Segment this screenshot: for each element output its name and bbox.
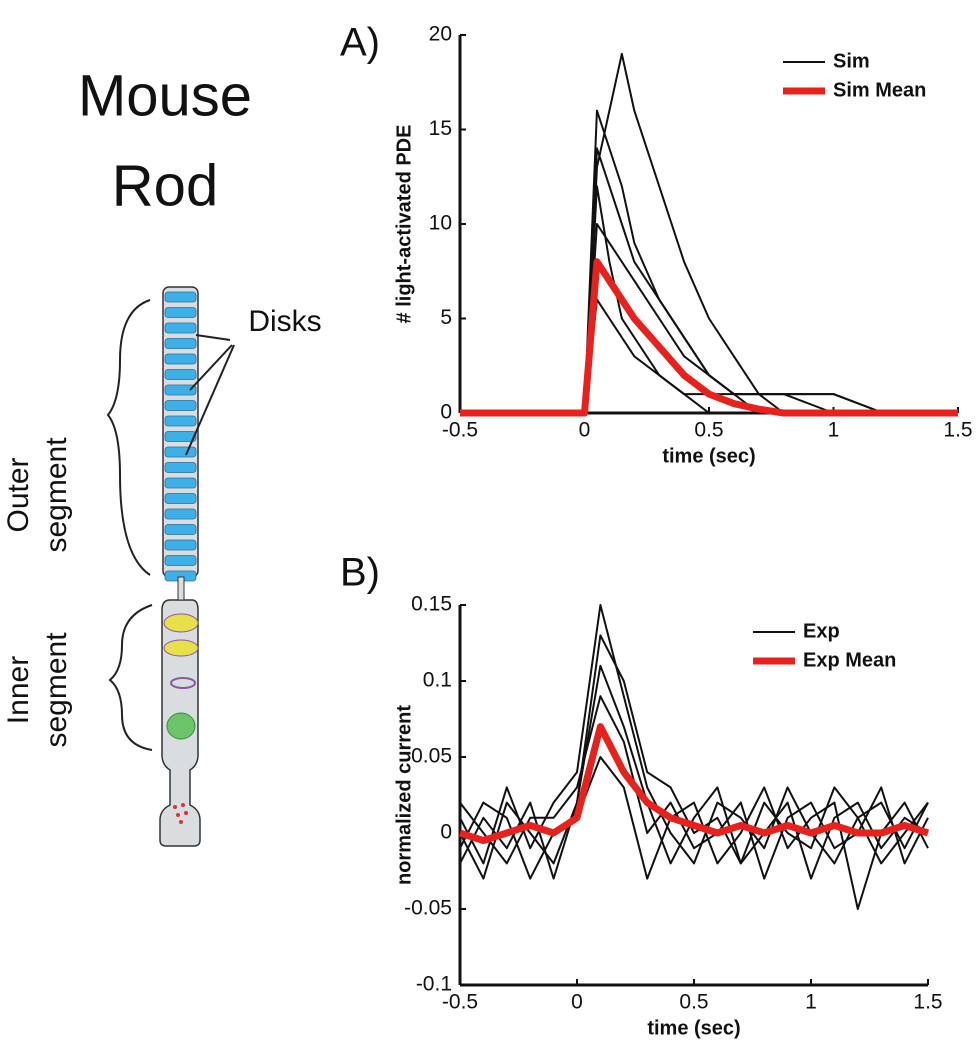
trace-line	[459, 634, 929, 880]
trace-line	[460, 52, 958, 414]
trace-line	[460, 185, 958, 414]
x-axis-label: time (sec)	[647, 1017, 740, 1039]
disk	[164, 477, 197, 489]
y-tick-label: -0.1	[416, 973, 452, 996]
x-tick-label: 1	[805, 991, 817, 1014]
y-tick-label: 20	[429, 23, 452, 46]
outer-bracket	[106, 299, 151, 576]
x-tick-label: -0.5	[442, 419, 478, 442]
inner-bracket	[108, 604, 153, 751]
golgi	[170, 677, 196, 689]
legend-label: Exp	[803, 620, 840, 642]
outer-label: Outer	[2, 457, 35, 532]
y-axis-label: # light-activated PDE	[393, 125, 415, 324]
y-tick-label: 15	[429, 117, 452, 140]
disk	[164, 291, 197, 303]
x-tick-label: 0.5	[679, 991, 708, 1014]
disk	[164, 539, 197, 551]
disk	[164, 462, 197, 473]
disk	[164, 307, 197, 318]
legend-label: Sim	[833, 50, 870, 72]
disk	[164, 384, 197, 396]
mitochondrion	[163, 613, 199, 633]
disks	[164, 291, 197, 582]
panel-label: A)	[340, 21, 380, 65]
disk	[164, 353, 197, 365]
disk	[164, 369, 197, 380]
disk	[164, 524, 197, 535]
y-axis-label: normalized current	[393, 705, 415, 885]
diagram-title: Mouse	[78, 63, 252, 128]
trace-line	[459, 695, 929, 880]
x-tick-label: 0.5	[694, 419, 723, 442]
y-tick-label: 10	[429, 212, 452, 235]
rod-diagram: Mouse Rod Disks Outer segment Inner segm…	[2, 63, 322, 847]
y-tick-label: 0.05	[411, 745, 452, 768]
mean-line	[458, 723, 930, 845]
y-tick-label: 0.1	[423, 669, 452, 692]
disk	[164, 446, 197, 458]
panel-label: B)	[340, 551, 380, 595]
y-tick-label: -0.05	[404, 897, 452, 920]
diagram-title: Rod	[112, 153, 218, 218]
inner-label: Inner	[2, 656, 35, 724]
disk	[164, 431, 197, 442]
disk	[164, 400, 197, 411]
mitochondrion	[163, 639, 199, 657]
disk	[164, 338, 197, 349]
disk	[164, 322, 197, 334]
y-tick-label: 5	[440, 306, 452, 329]
x-tick-label: 1.5	[943, 419, 972, 442]
inner-label: segment	[40, 632, 73, 748]
disk-pointers	[185, 334, 235, 456]
x-tick-label: -0.5	[442, 991, 478, 1014]
x-tick-label: 1.5	[913, 991, 942, 1014]
disks-label: Disks	[248, 305, 321, 338]
outer-label: segment	[40, 437, 73, 553]
disk	[164, 555, 197, 566]
y-tick-label: 0	[440, 821, 452, 844]
x-tick-label: 0	[579, 419, 591, 442]
trace-line	[460, 147, 958, 414]
x-tick-label: 0	[571, 991, 583, 1014]
cilium	[177, 576, 185, 601]
y-tick-label: 0.15	[411, 593, 452, 616]
synaptic-vesicles	[173, 803, 188, 824]
disk	[164, 415, 197, 427]
x-axis-label: time (sec)	[662, 445, 755, 467]
trace-line	[459, 756, 929, 910]
legend-label: Exp Mean	[803, 649, 896, 671]
nucleus	[166, 712, 196, 740]
disk	[164, 508, 197, 520]
mean-line	[460, 258, 958, 417]
x-tick-label: 1	[828, 419, 840, 442]
legend-label: Sim Mean	[833, 79, 926, 101]
disk	[164, 493, 197, 504]
y-tick-label: 0	[440, 401, 452, 424]
trace-line	[460, 109, 958, 414]
